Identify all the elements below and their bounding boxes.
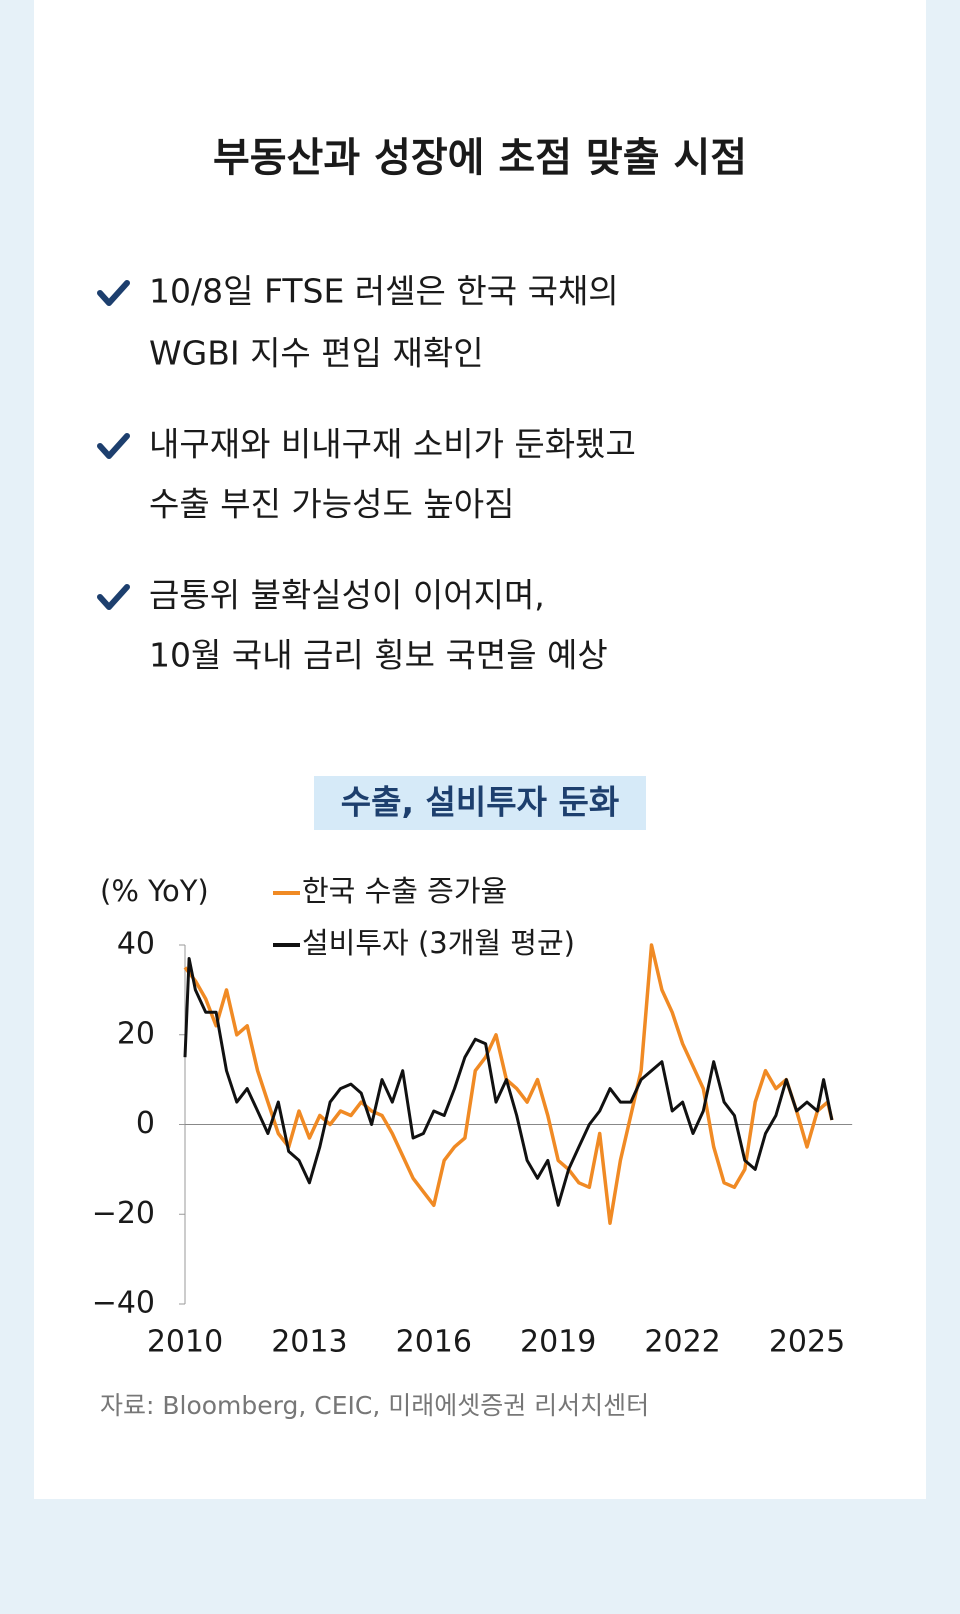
x-tick-label: 2013: [271, 1325, 347, 1360]
checkmark: [97, 280, 130, 306]
bullet-text: 10월 국내 금리 횡보 국면을 예상: [149, 636, 608, 675]
x-tick-label: 2025: [769, 1325, 845, 1360]
bullet-text: 수출 부진 가능성도 높아짐: [149, 485, 514, 524]
bullet-text: WGBI 지수 편입 재확인: [149, 334, 484, 373]
legend-label: 한국 수출 증가율: [302, 874, 507, 908]
y-tick-label: 20: [117, 1016, 155, 1051]
series-line: [183, 943, 834, 1225]
x-tick-label: 2019: [520, 1325, 596, 1360]
x-tick-label: 2010: [147, 1325, 223, 1360]
y-tick-label: 40: [117, 927, 155, 962]
bullet-text: 내구재와 비내구재 소비가 둔화됐고: [149, 425, 636, 464]
y-tick-label: 0: [136, 1106, 155, 1141]
y-axis-unit: (% YoY): [100, 874, 209, 908]
y-tick-label: −20: [92, 1196, 155, 1231]
checkmark: [97, 433, 130, 459]
series-line: [183, 957, 834, 1207]
bullet-text: 10/8일 FTSE 러셀은 한국 국채의: [149, 272, 619, 311]
legend-label: 설비투자 (3개월 평균): [302, 926, 575, 960]
chart-title: 수출, 설비투자 둔화: [341, 783, 619, 822]
x-tick-label: 2022: [644, 1325, 720, 1360]
source: 자료: Bloomberg, CEIC, 미래에셋증권 리서치센터: [100, 1391, 649, 1420]
y-tick-label: −40: [92, 1286, 155, 1321]
card: [34, 0, 926, 1499]
plot: −40 −20 0 20 40 2010 2013 2016 2019 2022 2025 한국 수출…: [92, 874, 853, 1360]
checkmarks: [97, 280, 130, 610]
title: 부동산과 성장에 초점 맞출 시점: [213, 135, 747, 181]
chart-title-highlight: [314, 776, 646, 830]
bullet-text: 금통위 불확실성이 이어지며,: [149, 576, 545, 615]
x-tick-label: 2016: [396, 1325, 472, 1360]
checkmark: [97, 584, 130, 610]
